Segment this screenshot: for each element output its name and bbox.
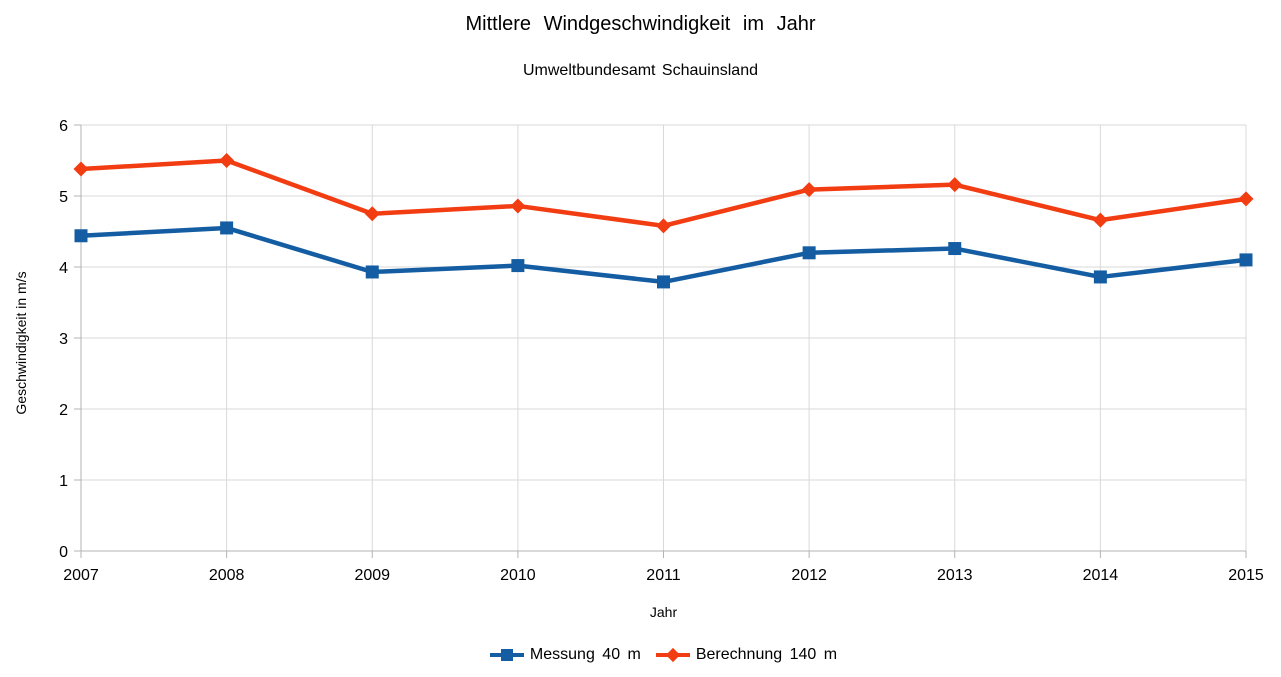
data-point-marker [219, 153, 235, 168]
data-point-marker [73, 161, 89, 177]
data-point-marker [947, 177, 963, 193]
data-point-marker [1238, 191, 1254, 207]
data-point-marker [802, 246, 816, 260]
legend-item-messung-40-m: Messung 40 m [489, 646, 641, 664]
x-tick-label: 2013 [937, 567, 973, 584]
y-tick-label: 5 [59, 189, 68, 206]
legend-diamond-sample [665, 647, 680, 663]
data-point-marker [656, 218, 671, 234]
x-axis-title: Jahr [649, 604, 678, 620]
data-point-marker [1239, 253, 1253, 267]
x-tick-label: 2009 [354, 567, 390, 584]
x-tick-label: 2015 [1228, 567, 1264, 584]
data-point-marker [365, 265, 379, 279]
legend-item-berechnung-140-m: Berechnung 140 m [655, 646, 838, 664]
data-point-marker [364, 206, 380, 222]
legend: Messung 40 m Berechnung 140 m [81, 646, 1246, 664]
square-marker-icon [489, 647, 524, 663]
y-tick-label: 4 [59, 260, 68, 277]
y-tick-label: 3 [59, 331, 68, 348]
y-tick-label: 1 [59, 473, 68, 490]
y-tick-label: 6 [59, 118, 68, 135]
data-point-marker [510, 198, 526, 214]
legend-square-sample [500, 649, 513, 661]
x-tick-label: 2014 [1083, 567, 1119, 584]
legend-label: Berechnung 140 m [695, 646, 838, 663]
diamond-marker-icon [655, 647, 690, 663]
data-point-marker [511, 259, 525, 273]
y-tick-label: 0 [59, 544, 68, 561]
data-point-marker [220, 221, 234, 235]
x-tick-label: 2007 [63, 567, 99, 584]
data-point-marker [801, 182, 817, 198]
x-tick-label: 2008 [209, 567, 245, 584]
y-axis-title: Geschwindigkeit in m/s [13, 271, 29, 415]
data-point-marker [74, 229, 88, 243]
chart-subtitle: Umweltbundesamt Schauinsland [522, 62, 758, 79]
chart-title: Mittlere Windgeschwindigkeit im Jahr [465, 13, 816, 35]
data-point-marker [657, 275, 670, 289]
x-tick-label: 2011 [646, 567, 681, 584]
y-tick-label: 2 [59, 402, 68, 419]
x-tick-label: 2010 [500, 567, 536, 584]
legend-label: Messung 40 m [529, 646, 641, 663]
x-tick-label: 2012 [791, 567, 827, 584]
data-point-marker [948, 242, 962, 256]
data-point-marker [1092, 212, 1108, 228]
data-point-marker [1093, 270, 1107, 284]
